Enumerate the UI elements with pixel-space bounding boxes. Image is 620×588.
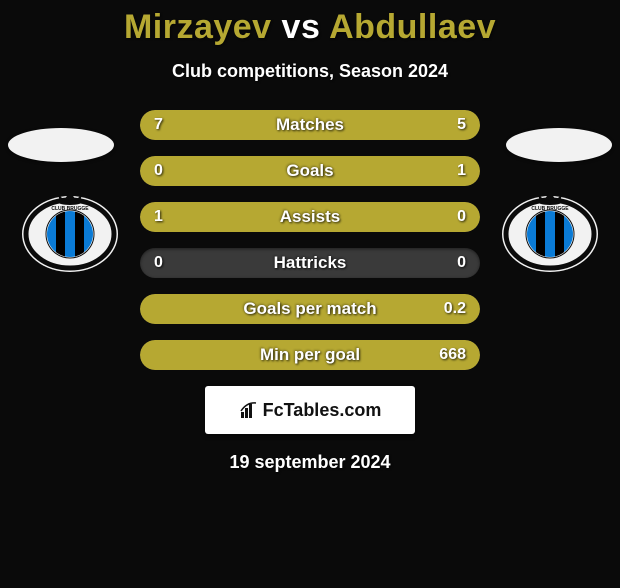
bar-value-right: 5 [457, 116, 466, 134]
bar-value-right: 0 [457, 208, 466, 226]
stat-bar: 10Assists [140, 202, 480, 232]
svg-text:CLUB BRUGGE: CLUB BRUGGE [531, 206, 569, 212]
player1-avatar-oval [8, 128, 114, 162]
bar-value-right: 0.2 [444, 300, 466, 318]
stat-bar: 0 0Hattricks [140, 248, 480, 278]
crown-icon [58, 192, 82, 205]
bar-fill-right [140, 294, 480, 324]
brand-text: FcTables.com [239, 400, 382, 421]
bar-value-right: 0 [457, 254, 466, 272]
club-brugge-badge-icon: CLUB BRUGGE [20, 188, 120, 272]
club-brugge-badge-icon: CLUB BRUGGE [500, 188, 600, 272]
crown-icon [538, 192, 562, 205]
svg-text:CLUB BRUGGE: CLUB BRUGGE [51, 206, 89, 212]
bar-value-right: 1 [457, 162, 466, 180]
bar-fill-right [140, 340, 480, 370]
bar-fill-left [140, 110, 337, 140]
bar-value-right: 668 [439, 346, 466, 364]
player1-name: Mirzayev [124, 8, 272, 46]
stat-bar: 75Matches [140, 110, 480, 140]
vs-text: vs [282, 8, 321, 46]
bar-label: Hattricks [140, 253, 480, 273]
stat-bar: 0.2Goals per match [140, 294, 480, 324]
fctables-logo-icon [239, 400, 259, 420]
bar-value-left: 0 [154, 254, 163, 272]
player2-avatar-oval [506, 128, 612, 162]
comparison-title: Mirzayev vs Abdullaev [0, 8, 620, 47]
player2-name: Abdullaev [329, 8, 496, 46]
bar-value-left: 7 [154, 116, 163, 134]
bar-fill-left [140, 202, 480, 232]
bar-fill-right [140, 156, 480, 186]
brand-label: FcTables.com [263, 400, 382, 421]
stat-bar: 01Goals [140, 156, 480, 186]
stat-bar: 668Min per goal [140, 340, 480, 370]
bar-value-left: 1 [154, 208, 163, 226]
player2-club-badge: CLUB BRUGGE [500, 188, 600, 272]
player1-club-badge: CLUB BRUGGE [20, 188, 120, 272]
bar-value-left: 0 [154, 162, 163, 180]
brand-box: FcTables.com [205, 386, 415, 434]
date: 19 september 2024 [0, 452, 620, 473]
subtitle: Club competitions, Season 2024 [0, 61, 620, 82]
